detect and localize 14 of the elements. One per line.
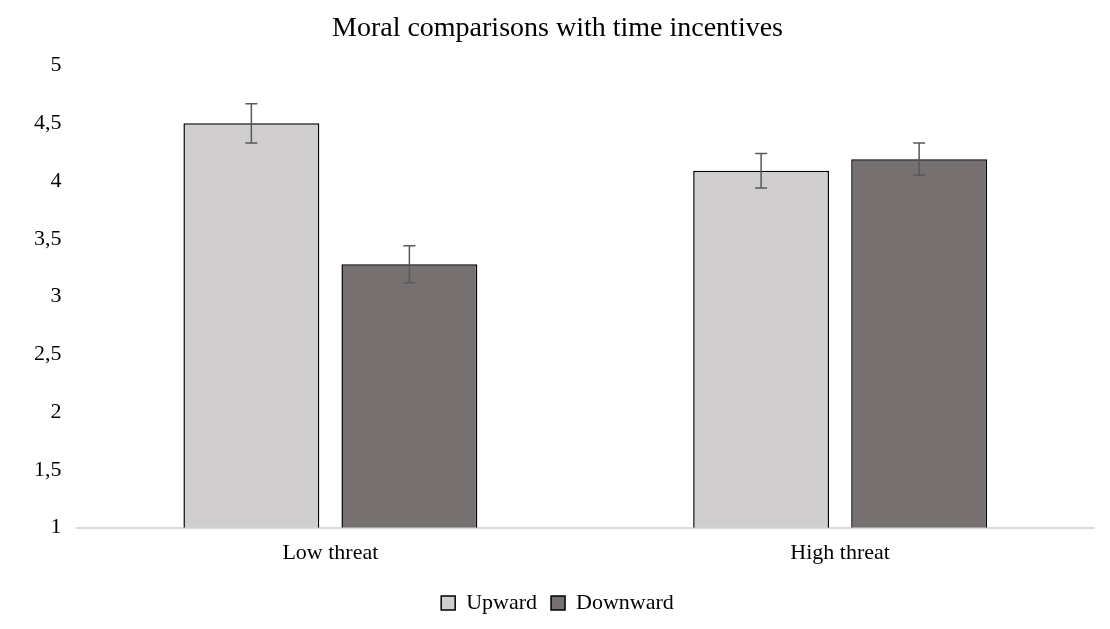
y-tick-label: 3,5 bbox=[34, 224, 62, 250]
x-tick-label: High threat bbox=[790, 538, 890, 564]
legend-label: Downward bbox=[576, 588, 674, 614]
y-tick-label: 1,5 bbox=[34, 455, 62, 481]
legend-label: Upward bbox=[466, 588, 538, 614]
y-tick-label: 2,5 bbox=[34, 340, 62, 366]
y-tick-label: 4 bbox=[50, 166, 62, 192]
y-tick-label: 1 bbox=[50, 513, 62, 539]
x-tick-label: Low threat bbox=[282, 538, 379, 564]
y-tick-label: 3 bbox=[50, 282, 62, 308]
chart-title: Moral comparisons with time incentives bbox=[331, 11, 784, 43]
y-tick-label: 4,5 bbox=[34, 109, 62, 135]
y-tick-label: 2 bbox=[50, 397, 62, 423]
y-tick-label: 5 bbox=[50, 51, 62, 77]
